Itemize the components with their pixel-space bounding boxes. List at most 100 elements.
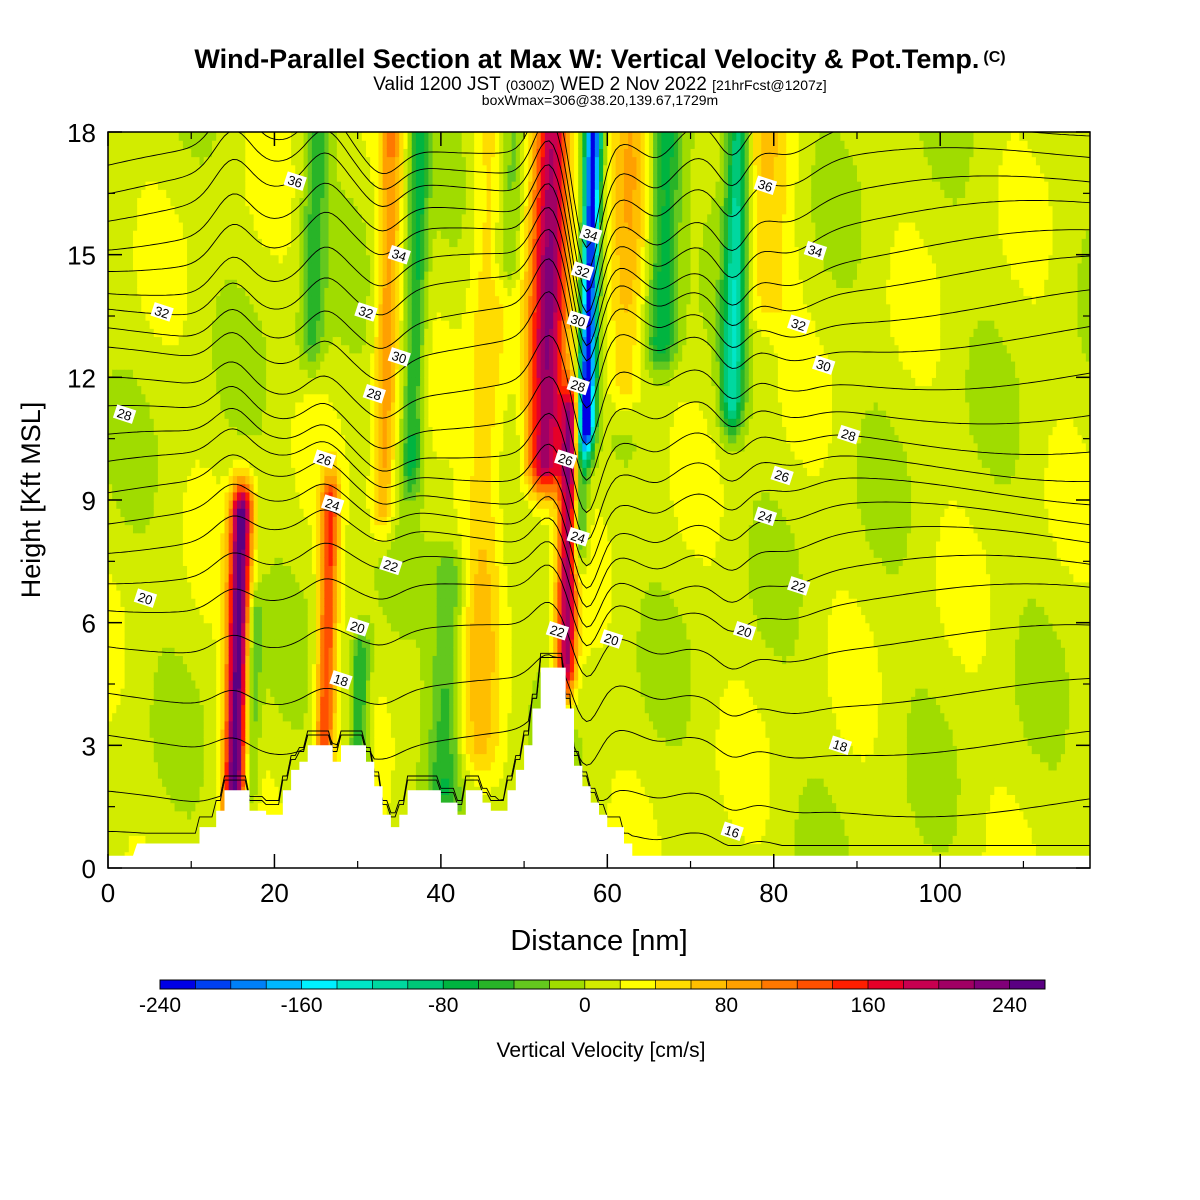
velocity-cell bbox=[145, 524, 151, 534]
velocity-cell bbox=[336, 720, 342, 730]
velocity-cell bbox=[120, 818, 126, 828]
velocity-cell bbox=[266, 786, 271, 795]
velocity-cell bbox=[253, 254, 259, 264]
velocity-cell bbox=[128, 606, 134, 616]
velocity-cell bbox=[124, 205, 130, 215]
velocity-cell bbox=[141, 344, 147, 354]
velocity-cell bbox=[257, 369, 263, 378]
velocity-cell bbox=[328, 181, 334, 190]
velocity-cell bbox=[270, 663, 276, 673]
velocity-cell bbox=[228, 418, 234, 427]
velocity-cell bbox=[141, 262, 147, 272]
velocity-cell bbox=[232, 156, 238, 166]
velocity-cell bbox=[195, 769, 201, 779]
velocity-cell bbox=[299, 385, 305, 395]
velocity-cell bbox=[278, 385, 284, 395]
velocity-cell bbox=[112, 475, 117, 485]
velocity-cell bbox=[195, 426, 201, 436]
velocity-cell bbox=[162, 320, 167, 329]
velocity-cell bbox=[241, 360, 246, 370]
velocity-cell bbox=[128, 614, 134, 624]
velocity-cell bbox=[224, 442, 230, 452]
velocity-cell bbox=[311, 679, 317, 689]
velocity-cell bbox=[311, 606, 317, 616]
velocity-cell bbox=[137, 262, 142, 272]
velocity-cell bbox=[286, 737, 292, 746]
velocity-cell bbox=[108, 303, 113, 313]
velocity-cell bbox=[316, 737, 321, 746]
velocity-cell bbox=[153, 246, 159, 256]
velocity-cell bbox=[191, 589, 196, 599]
velocity-cell bbox=[212, 262, 217, 272]
velocity-cell bbox=[324, 688, 330, 697]
velocity-cell bbox=[112, 598, 117, 607]
velocity-cell bbox=[291, 516, 296, 526]
velocity-cell bbox=[245, 671, 251, 681]
velocity-cell bbox=[203, 679, 209, 689]
velocity-cell bbox=[245, 303, 251, 313]
velocity-cell bbox=[307, 221, 313, 231]
velocity-cell bbox=[328, 303, 334, 313]
velocity-cell bbox=[108, 622, 113, 632]
velocity-cell bbox=[216, 639, 221, 648]
velocity-cell bbox=[199, 385, 205, 395]
velocity-cell bbox=[170, 688, 176, 697]
velocity-cell bbox=[199, 262, 205, 272]
velocity-cell bbox=[149, 238, 155, 248]
velocity-cell bbox=[336, 745, 342, 755]
velocity-cell bbox=[224, 516, 230, 526]
velocity-cell bbox=[316, 516, 321, 526]
velocity-cell bbox=[145, 802, 151, 812]
velocity-cell bbox=[299, 132, 305, 141]
velocity-cell bbox=[203, 761, 209, 771]
velocity-cell bbox=[178, 418, 184, 427]
velocity-cell bbox=[191, 467, 196, 477]
velocity-cell bbox=[299, 418, 305, 427]
velocity-cell bbox=[253, 262, 259, 272]
velocity-cell bbox=[249, 614, 255, 624]
velocity-cell bbox=[128, 279, 134, 288]
velocity-cell bbox=[270, 745, 276, 755]
velocity-cell bbox=[286, 753, 292, 763]
velocity-cell bbox=[278, 663, 284, 673]
velocity-cell bbox=[212, 418, 217, 427]
velocity-cell bbox=[153, 500, 159, 509]
velocity-cell bbox=[249, 172, 255, 182]
velocity-cell bbox=[182, 622, 188, 632]
velocity-cell bbox=[249, 467, 255, 477]
velocity-cell bbox=[145, 279, 151, 288]
velocity-cell bbox=[112, 491, 117, 501]
velocity-cell bbox=[178, 181, 184, 190]
velocity-cell bbox=[286, 639, 292, 648]
velocity-cell bbox=[195, 835, 201, 845]
velocity-cell bbox=[261, 671, 267, 681]
velocity-cell bbox=[241, 679, 246, 689]
velocity-cell bbox=[212, 557, 217, 567]
velocity-cell bbox=[149, 271, 155, 280]
velocity-cell bbox=[274, 532, 280, 542]
velocity-cell bbox=[291, 442, 296, 452]
velocity-cell bbox=[332, 720, 338, 730]
velocity-cell bbox=[116, 189, 122, 199]
velocity-cell bbox=[245, 622, 251, 632]
velocity-cell bbox=[149, 246, 155, 256]
velocity-cell bbox=[132, 442, 138, 452]
velocity-cell bbox=[195, 475, 201, 485]
velocity-cell bbox=[195, 148, 201, 158]
velocity-cell bbox=[282, 500, 288, 509]
velocity-cell bbox=[191, 614, 196, 624]
velocity-cell bbox=[220, 140, 226, 149]
velocity-cell bbox=[132, 377, 138, 387]
velocity-cell bbox=[137, 794, 142, 804]
velocity-cell bbox=[228, 221, 234, 231]
velocity-cell bbox=[124, 581, 130, 591]
velocity-cell bbox=[303, 271, 309, 280]
velocity-cell bbox=[299, 410, 305, 419]
velocity-cell bbox=[332, 279, 338, 288]
velocity-cell bbox=[291, 189, 296, 199]
velocity-cell bbox=[137, 164, 142, 174]
velocity-cell bbox=[187, 630, 192, 640]
velocity-cell bbox=[253, 598, 259, 607]
velocity-cell bbox=[157, 573, 163, 583]
